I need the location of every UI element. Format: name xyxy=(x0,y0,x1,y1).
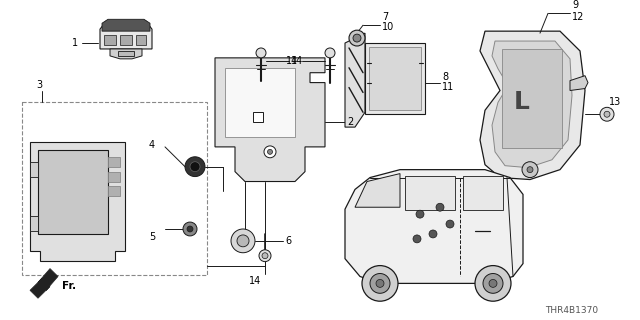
Polygon shape xyxy=(215,58,325,181)
Text: 14: 14 xyxy=(285,56,298,66)
Polygon shape xyxy=(570,76,588,91)
Polygon shape xyxy=(30,142,125,261)
Text: 8: 8 xyxy=(442,72,448,82)
Text: 11: 11 xyxy=(442,82,454,92)
Circle shape xyxy=(262,253,268,259)
Polygon shape xyxy=(345,33,365,127)
Circle shape xyxy=(600,107,614,121)
Circle shape xyxy=(413,235,421,243)
Text: 9: 9 xyxy=(572,0,578,11)
Text: 5: 5 xyxy=(148,232,155,242)
Circle shape xyxy=(370,274,390,293)
Bar xyxy=(30,162,38,177)
Circle shape xyxy=(268,149,273,154)
Bar xyxy=(369,47,421,110)
Circle shape xyxy=(416,210,424,218)
Bar xyxy=(502,49,562,148)
Circle shape xyxy=(522,162,538,178)
Text: 4: 4 xyxy=(149,140,155,150)
Bar xyxy=(253,112,263,122)
Bar xyxy=(108,172,120,181)
Bar xyxy=(365,43,425,114)
Bar xyxy=(463,176,503,210)
Circle shape xyxy=(264,146,276,158)
Polygon shape xyxy=(480,31,585,180)
Circle shape xyxy=(353,34,361,42)
Circle shape xyxy=(183,222,197,236)
Circle shape xyxy=(256,48,266,58)
Circle shape xyxy=(429,230,437,238)
Bar xyxy=(225,68,295,137)
Polygon shape xyxy=(110,49,142,59)
Text: 7: 7 xyxy=(382,12,388,22)
Circle shape xyxy=(190,162,200,172)
Polygon shape xyxy=(345,170,523,284)
Circle shape xyxy=(376,279,384,287)
Circle shape xyxy=(325,48,335,58)
Text: 14: 14 xyxy=(249,276,261,286)
Bar xyxy=(405,176,455,210)
Circle shape xyxy=(436,203,444,211)
Bar xyxy=(108,187,120,196)
Text: 6: 6 xyxy=(285,236,291,246)
Circle shape xyxy=(475,266,511,301)
Circle shape xyxy=(349,30,365,46)
Text: Fr.: Fr. xyxy=(62,281,76,292)
Text: L: L xyxy=(514,90,530,114)
Text: 10: 10 xyxy=(382,22,394,32)
Bar xyxy=(108,157,120,167)
Text: THR4B1370: THR4B1370 xyxy=(545,306,598,315)
Polygon shape xyxy=(355,174,400,207)
Circle shape xyxy=(185,157,205,177)
Text: 12: 12 xyxy=(572,12,584,22)
Polygon shape xyxy=(102,19,150,31)
Bar xyxy=(38,150,108,234)
Text: 3: 3 xyxy=(36,80,42,90)
Circle shape xyxy=(187,226,193,232)
Bar xyxy=(120,35,132,45)
Polygon shape xyxy=(100,21,152,49)
Circle shape xyxy=(237,235,249,247)
Bar xyxy=(118,51,134,56)
Circle shape xyxy=(259,250,271,262)
Polygon shape xyxy=(30,268,58,298)
Bar xyxy=(104,35,116,45)
Polygon shape xyxy=(492,41,572,168)
Circle shape xyxy=(231,229,255,253)
Circle shape xyxy=(446,220,454,228)
Circle shape xyxy=(604,111,610,117)
Bar xyxy=(136,35,146,45)
Circle shape xyxy=(362,266,398,301)
Circle shape xyxy=(483,274,503,293)
Text: 13: 13 xyxy=(609,97,621,108)
Text: 14: 14 xyxy=(291,56,303,66)
Bar xyxy=(30,216,38,231)
Circle shape xyxy=(489,279,497,287)
Circle shape xyxy=(527,167,533,172)
Bar xyxy=(22,102,207,276)
Text: 1: 1 xyxy=(72,38,78,48)
Text: 2: 2 xyxy=(347,117,353,127)
